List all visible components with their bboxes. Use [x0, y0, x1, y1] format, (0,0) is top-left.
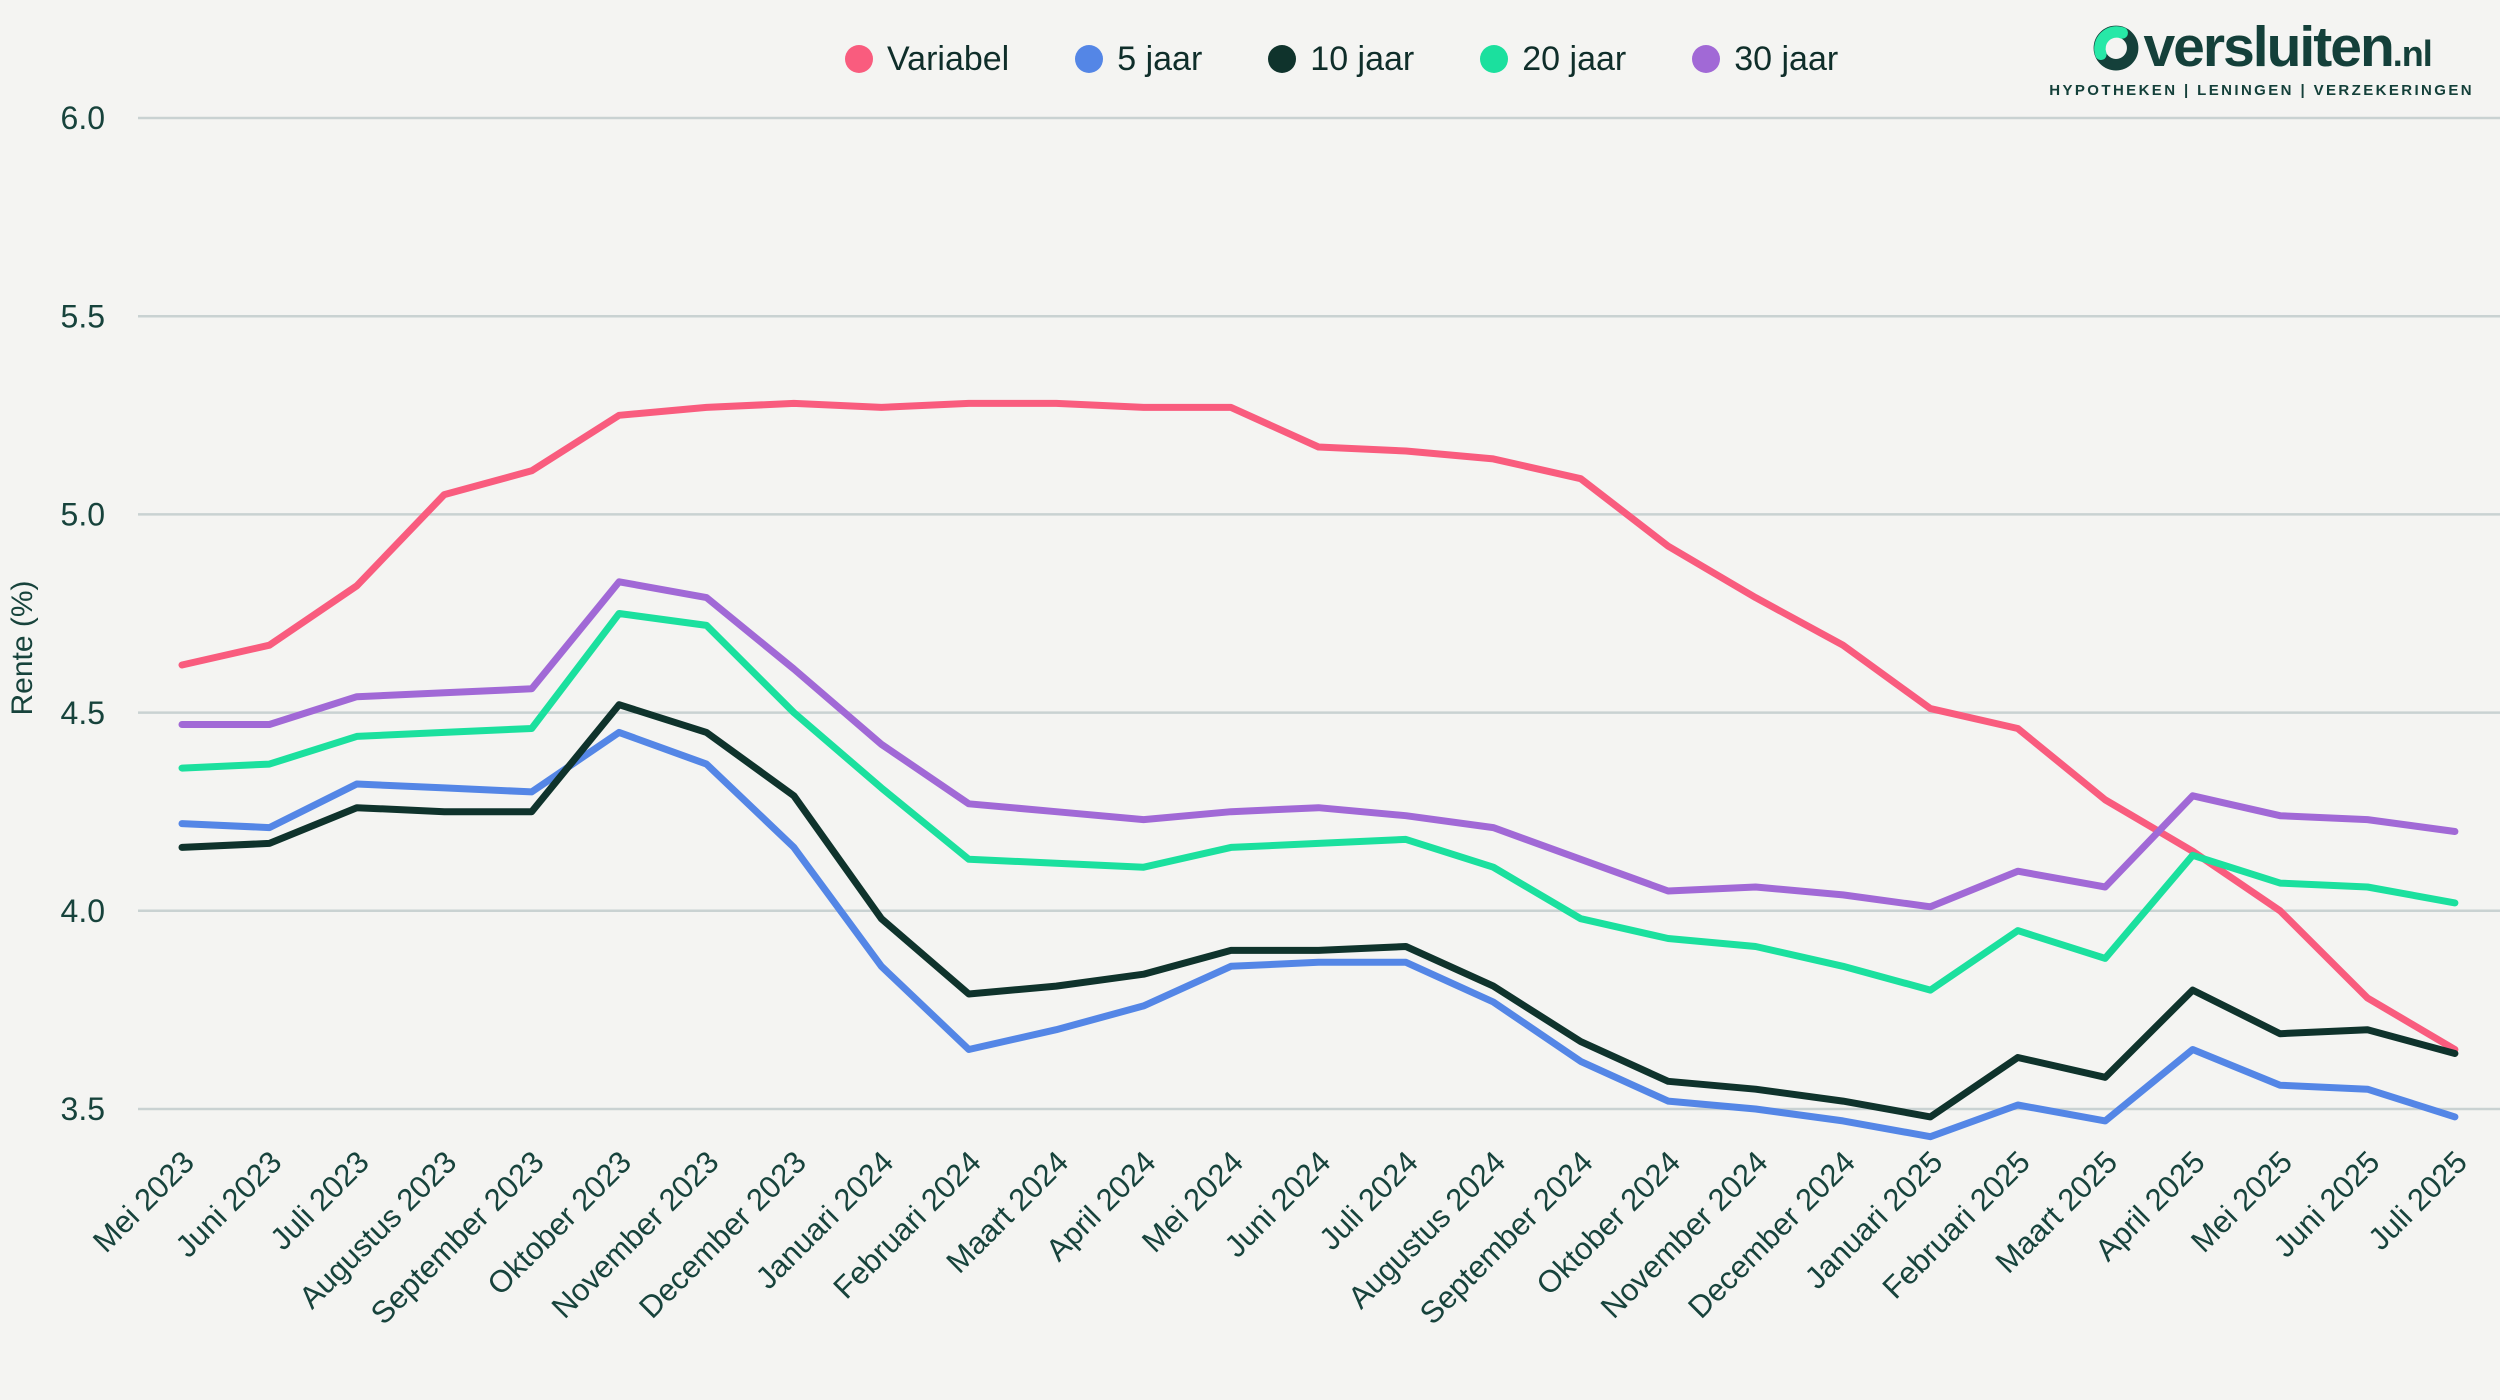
legend-item-label: 30 jaar	[1734, 40, 1839, 78]
legend-item-label: 10 jaar	[1310, 40, 1415, 78]
y-axis-title: Rente (%)	[6, 580, 39, 715]
logo-o-icon	[2091, 22, 2141, 77]
logo-wordmark: versluiten .nl	[2091, 15, 2433, 79]
legend-item-variabel[interactable]: Variabel	[845, 42, 1009, 76]
legend-dot-icon	[845, 45, 873, 73]
series-line-10-jaar	[178, 701, 2459, 1121]
legend-dot-icon	[1268, 45, 1297, 73]
legend-dot-icon	[1480, 45, 1509, 73]
legend-item-label: 5 jaar	[1117, 40, 1203, 78]
y-axis-tick-label: 4.0	[61, 893, 105, 929]
logo-tld-text: .nl	[2392, 33, 2433, 74]
y-axis-tick-label: 6.0	[61, 100, 105, 136]
series-line-variabel	[178, 399, 2459, 1053]
legend-dot-icon	[1692, 45, 1721, 73]
legend-item-20-jaar[interactable]: 20 jaar	[1480, 42, 1626, 76]
y-axis-tick-label: 3.5	[61, 1091, 105, 1127]
legend-item-label: Variabel	[887, 40, 1010, 78]
series-line-5-jaar	[178, 728, 2459, 1141]
series-line-30-jaar	[178, 578, 2459, 911]
legend-dot-icon	[1075, 45, 1104, 73]
y-axis-tick-label: 5.5	[61, 298, 105, 334]
legend-item-label: 20 jaar	[1522, 40, 1627, 78]
series-line-20-jaar	[178, 610, 2459, 994]
logo-brand-text: versluiten	[2143, 15, 2394, 79]
logo-tagline: HYPOTHEKEN | LENINGEN | VERZEKERINGEN	[2049, 82, 2474, 99]
y-axis-tick-label: 4.5	[61, 695, 105, 731]
x-axis-tick-label: Augustus 2024	[1341, 1144, 1512, 1315]
chart-legend: Variabel 5 jaar 10 jaar 20 jaar 30 jaar	[845, 42, 1838, 76]
legend-item-5-jaar[interactable]: 5 jaar	[1075, 42, 1202, 76]
oversluiten-logo: versluiten .nl HYPOTHEKEN | LENINGEN | V…	[2049, 15, 2474, 100]
legend-item-30-jaar[interactable]: 30 jaar	[1692, 42, 1838, 76]
y-axis-tick-label: 5.0	[61, 497, 105, 533]
x-axis-tick-label: Augustus 2023	[292, 1144, 463, 1315]
legend-item-10-jaar[interactable]: 10 jaar	[1268, 42, 1414, 76]
